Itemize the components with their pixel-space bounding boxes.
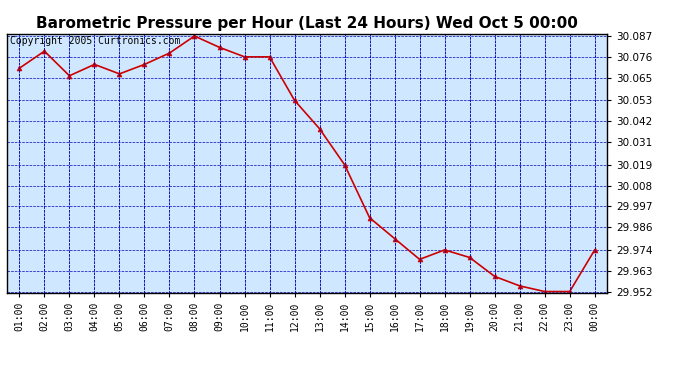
Title: Barometric Pressure per Hour (Last 24 Hours) Wed Oct 5 00:00: Barometric Pressure per Hour (Last 24 Ho… [36,16,578,31]
Text: Copyright 2005 Curtronics.com: Copyright 2005 Curtronics.com [10,36,180,46]
